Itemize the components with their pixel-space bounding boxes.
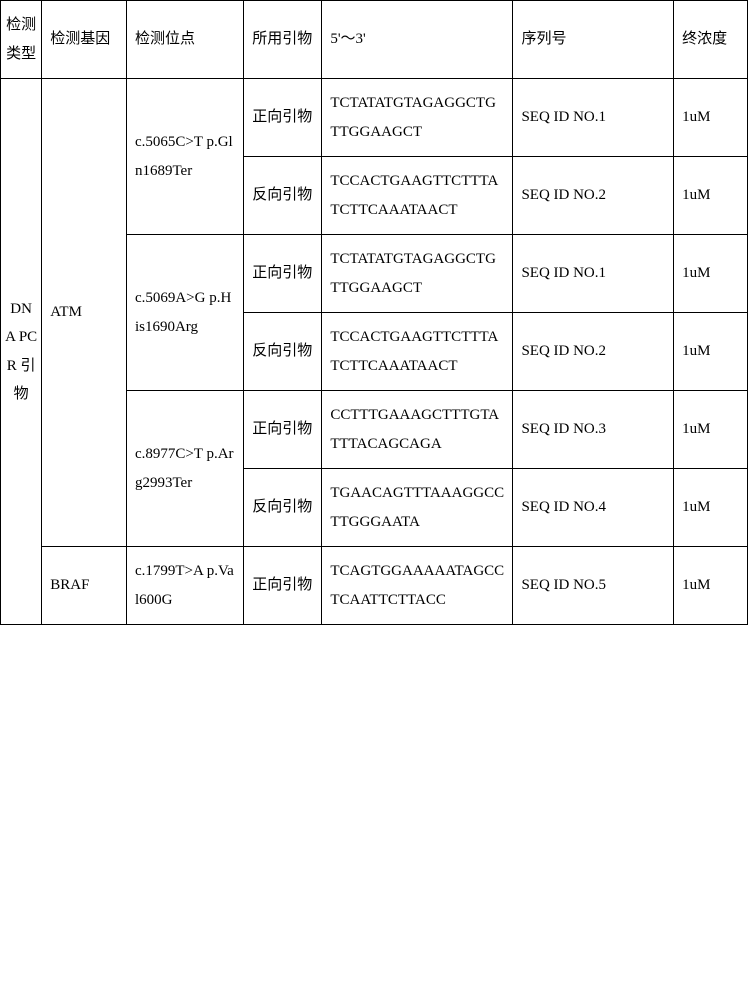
header-row: 检测类型 检测基因 检测位点 所用引物 5'～3' 序列号 终浓度	[1, 1, 748, 79]
conc-cell: 1uM	[674, 391, 748, 469]
primer-dir-cell: 反向引物	[244, 469, 322, 547]
site-cell: c.5069A>G p.His1690Arg	[126, 235, 243, 391]
seqid-cell: SEQ ID NO.2	[513, 157, 674, 235]
header-seq: 5'～3'	[322, 1, 513, 79]
conc-cell: 1uM	[674, 469, 748, 547]
conc-cell: 1uM	[674, 157, 748, 235]
seq-cell: TCTATATGTAGAGGCTGTTGGAAGCT	[322, 79, 513, 157]
site-cell: c.8977C>T p.Arg2993Ter	[126, 391, 243, 547]
seq-cell: CCTTTGAAAGCTTTGTATTTACAGCAGA	[322, 391, 513, 469]
primer-dir-cell: 正向引物	[244, 79, 322, 157]
seqid-cell: SEQ ID NO.3	[513, 391, 674, 469]
site-cell: c.5065C>T p.Gln1689Ter	[126, 79, 243, 235]
conc-cell: 1uM	[674, 235, 748, 313]
seqid-cell: SEQ ID NO.2	[513, 313, 674, 391]
seqid-cell: SEQ ID NO.1	[513, 79, 674, 157]
seqid-cell: SEQ ID NO.5	[513, 547, 674, 625]
header-primer: 所用引物	[244, 1, 322, 79]
seq-cell: TCTATATGTAGAGGCTGTTGGAAGCT	[322, 235, 513, 313]
conc-cell: 1uM	[674, 79, 748, 157]
table-row: DNA PCR 引物 ATM c.5065C>T p.Gln1689Ter 正向…	[1, 79, 748, 157]
header-conc: 终浓度	[674, 1, 748, 79]
site-cell: c.1799T>A p.Val600G	[126, 547, 243, 625]
table-row: BRAF c.1799T>A p.Val600G 正向引物 TCAGTGGAAA…	[1, 547, 748, 625]
header-type: 检测类型	[1, 1, 42, 79]
primer-data-table: 检测类型 检测基因 检测位点 所用引物 5'～3' 序列号 终浓度 DNA PC…	[0, 0, 748, 625]
gene-cell: BRAF	[42, 547, 127, 625]
primer-dir-cell: 正向引物	[244, 391, 322, 469]
seq-cell: TGAACAGTTTAAAGGCCTTGGGAATA	[322, 469, 513, 547]
seq-cell: TCCACTGAAGTTCTTTATCTTCAAATAACT	[322, 157, 513, 235]
gene-cell: ATM	[42, 79, 127, 547]
seq-cell: TCAGTGGAAAAATAGCCTCAATTCTTACC	[322, 547, 513, 625]
primer-dir-cell: 反向引物	[244, 157, 322, 235]
header-site: 检测位点	[126, 1, 243, 79]
conc-cell: 1uM	[674, 547, 748, 625]
seqid-cell: SEQ ID NO.4	[513, 469, 674, 547]
conc-cell: 1uM	[674, 313, 748, 391]
header-seqid: 序列号	[513, 1, 674, 79]
type-cell: DNA PCR 引物	[1, 79, 42, 625]
primer-dir-cell: 正向引物	[244, 235, 322, 313]
primer-dir-cell: 正向引物	[244, 547, 322, 625]
seq-cell: TCCACTGAAGTTCTTTATCTTCAAATAACT	[322, 313, 513, 391]
seqid-cell: SEQ ID NO.1	[513, 235, 674, 313]
primer-dir-cell: 反向引物	[244, 313, 322, 391]
header-gene: 检测基因	[42, 1, 127, 79]
